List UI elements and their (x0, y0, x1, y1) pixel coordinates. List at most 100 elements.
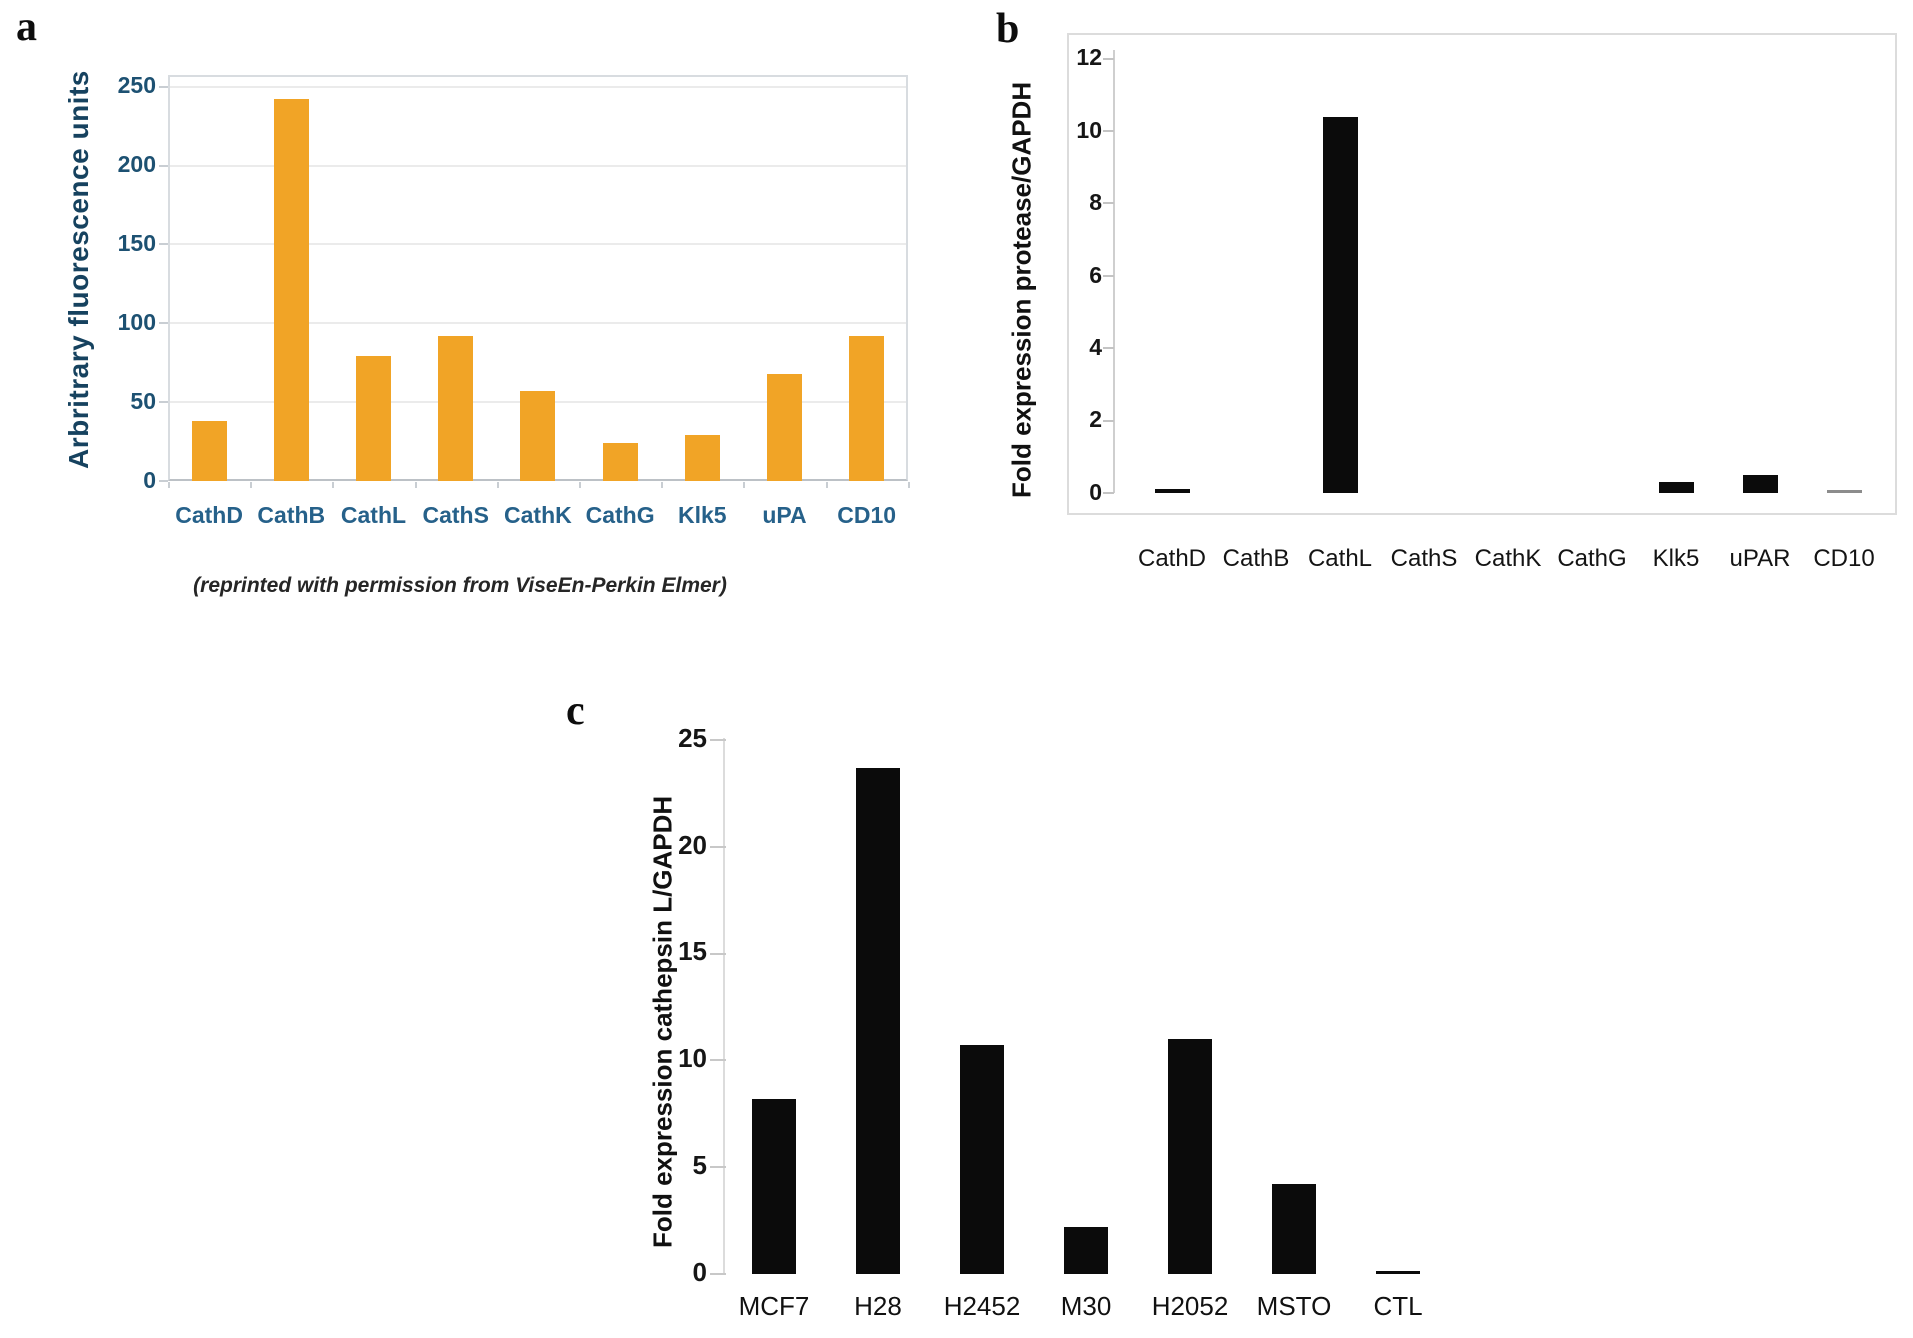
x-tick-mark (168, 482, 170, 488)
x-category-label-uPAR: uPAR (1729, 545, 1791, 572)
x-category-label-CathD: CathD (175, 502, 243, 528)
y-tick-label-10: 10 (1076, 116, 1102, 143)
x-category-label-CathK: CathK (1474, 545, 1542, 572)
bar-uPAR (1742, 474, 1778, 493)
x-category-label-Klk5: Klk5 (678, 502, 727, 528)
y-tick-mark-2 (1103, 419, 1114, 422)
y-tick-label-0: 0 (692, 1256, 707, 1287)
y-tick-mark-15 (710, 952, 726, 955)
gridline-100 (170, 322, 906, 325)
bar-H2452 (960, 1045, 1004, 1274)
gridline-250 (170, 85, 906, 88)
bar-MSTO (1272, 1184, 1316, 1274)
x-tick-mark (825, 482, 828, 488)
bar-CathL (356, 356, 391, 481)
x-tick-mark (332, 482, 335, 488)
bar-M30 (1064, 1227, 1108, 1274)
bar-CD10 (849, 335, 885, 481)
bar-Klk5 (684, 435, 720, 481)
gridline-150 (170, 243, 906, 246)
panel-b-plot-frame (1067, 33, 1897, 515)
x-category-label-CathS: CathS (422, 502, 489, 528)
y-tick-mark-4 (1103, 347, 1114, 350)
x-category-label-CathL: CathL (1307, 545, 1373, 572)
y-tick-mark-50 (159, 401, 168, 404)
bar-H28 (856, 767, 900, 1274)
panel-b-y-axis-title: Fold expression protease/GAPDH (1006, 81, 1037, 499)
y-tick-mark-6 (1103, 274, 1114, 277)
x-tick-mark (579, 482, 581, 488)
y-tick-mark-100 (159, 322, 168, 325)
panel-a-y-axis-title: Arbritrary fluorescence units (63, 70, 94, 470)
y-tick-mark-5 (710, 1166, 726, 1169)
x-category-label-CTL: CTL (1373, 1291, 1423, 1321)
y-tick-label-0: 0 (1089, 478, 1102, 505)
bar-CathG (602, 443, 638, 481)
bar-CathD (1154, 489, 1190, 493)
bar-uPA (767, 373, 802, 481)
y-tick-label-0: 0 (143, 466, 156, 493)
y-tick-label-15: 15 (678, 936, 707, 967)
bar-MCF7 (752, 1098, 796, 1274)
y-tick-label-12: 12 (1076, 44, 1102, 71)
x-category-label-H2452: H2452 (943, 1291, 1021, 1321)
gridline-200 (170, 164, 906, 167)
bar-H2052 (1168, 1039, 1212, 1274)
y-tick-label-8: 8 (1089, 189, 1102, 216)
x-category-label-MCF7: MCF7 (738, 1291, 810, 1321)
x-category-label-CathK: CathK (504, 502, 572, 528)
y-tick-label-6: 6 (1089, 261, 1102, 288)
x-tick-mark (414, 482, 417, 488)
y-tick-label-4: 4 (1089, 333, 1102, 360)
x-tick-mark (250, 482, 253, 488)
bar-CathS (438, 335, 474, 481)
bar-CathK (520, 391, 556, 481)
y-tick-mark-12 (1103, 57, 1114, 60)
x-tick-mark (496, 482, 499, 488)
y-tick-label-200: 200 (117, 151, 156, 178)
bar-Klk5 (1658, 482, 1694, 493)
y-tick-mark-20 (710, 845, 726, 848)
y-tick-label-100: 100 (117, 309, 156, 336)
x-category-label-M30: M30 (1060, 1291, 1112, 1321)
panel-b-y-axis-line (1113, 50, 1115, 493)
x-category-label-CathB: CathB (257, 502, 326, 528)
x-category-label-CathG: CathG (1557, 545, 1627, 572)
y-tick-mark-150 (159, 243, 168, 246)
y-tick-mark-0 (1103, 492, 1114, 494)
y-tick-mark-200 (159, 164, 168, 167)
y-tick-mark-250 (159, 85, 168, 88)
x-category-label-H28: H28 (854, 1291, 902, 1321)
y-tick-mark-0 (710, 1273, 726, 1275)
y-tick-mark-25 (710, 739, 726, 741)
y-tick-label-250: 250 (117, 72, 156, 99)
x-category-label-CathL: CathL (340, 502, 407, 528)
bar-CD10 (1826, 490, 1862, 493)
bar-CTL (1376, 1271, 1420, 1274)
y-tick-mark-10 (710, 1059, 726, 1062)
bar-CathB (273, 99, 309, 481)
x-category-label-CD10: CD10 (1813, 545, 1875, 572)
y-tick-label-50: 50 (130, 387, 156, 414)
y-tick-label-10: 10 (678, 1043, 707, 1074)
y-tick-label-20: 20 (678, 829, 707, 860)
panel-a-caption: (reprinted with permission from ViseEn-P… (193, 574, 727, 597)
x-category-label-H2052: H2052 (1151, 1291, 1229, 1321)
x-category-label-Klk5: Klk5 (1652, 545, 1700, 572)
x-category-label-CathG: CathG (585, 502, 655, 528)
panel-b-letter: b (996, 6, 1020, 52)
y-tick-mark-0 (159, 480, 168, 482)
y-tick-label-150: 150 (117, 230, 156, 257)
y-tick-mark-10 (1103, 130, 1114, 132)
x-tick-mark (743, 482, 746, 488)
y-tick-mark-8 (1103, 202, 1114, 205)
x-category-label-MSTO: MSTO (1256, 1291, 1332, 1321)
bar-CathL (1322, 116, 1358, 493)
panel-a-letter: a (16, 4, 37, 50)
y-tick-label-2: 2 (1089, 406, 1102, 433)
panel-c-letter: c (566, 688, 585, 734)
x-category-label-CathD: CathD (1137, 545, 1207, 572)
x-tick-mark (661, 482, 664, 488)
x-category-label-CathS: CathS (1390, 545, 1458, 572)
